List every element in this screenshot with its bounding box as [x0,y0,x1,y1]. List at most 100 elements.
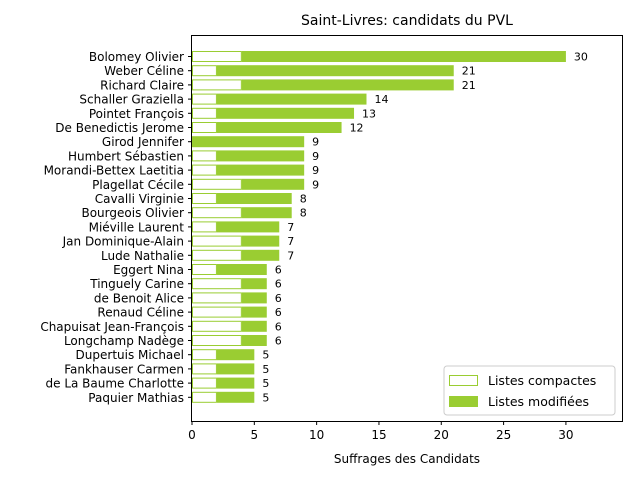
bar-compact [192,264,217,275]
y-tick-label: De Benedictis Jerome [55,121,184,135]
value-label: 7 [287,221,294,234]
x-tick-label: 0 [188,428,196,442]
value-label: 6 [275,320,282,333]
y-tick-label: Lude Nathalie [101,249,184,263]
y-tick-label: Plagellat Cécile [92,178,184,192]
bar-compact [192,391,217,403]
bar-compact [192,51,242,62]
value-label: 6 [275,306,282,319]
x-tick-label: 30 [558,428,573,442]
bar-compact [192,178,242,190]
value-label: 5 [262,377,269,390]
bar-compact [192,79,242,91]
y-tick-label: Bourgeois Olivier [81,206,184,220]
bar-modified [216,164,305,176]
x-tick-label: 5 [250,428,258,442]
y-tick-label: de La Baume Charlotte [46,377,185,391]
y-tick-label: Renaud Céline [97,306,184,320]
bar-compact [192,221,217,233]
value-label: 30 [574,51,588,64]
bar-modified [216,65,454,77]
legend-swatch-compact [449,375,478,386]
bar-modified [241,178,305,190]
bar-modified [241,235,280,247]
bar-modified [216,150,305,162]
value-label: 6 [275,335,282,348]
bar-modified [216,93,367,105]
bar-modified [216,193,292,204]
bar-compact [192,207,242,219]
value-label: 13 [362,107,376,120]
y-tick-label: Fankhauser Carmen [64,362,184,376]
value-label: 6 [275,292,282,305]
bar-compact [192,65,217,77]
bar-compact [192,164,217,176]
value-label: 7 [287,235,294,248]
bar-compact [192,363,217,375]
value-label: 5 [262,363,269,376]
legend-label-compact: Listes compactes [488,373,596,388]
bar-compact [192,193,217,204]
bar-compact [192,306,242,318]
modified-bars [192,51,566,403]
chart-title: Saint-Livres: candidats du PVL [301,13,513,29]
value-label: 21 [462,79,476,92]
bar-modified [241,306,267,318]
bar-modified [216,107,355,119]
value-label: 9 [312,136,319,149]
x-axis-label: Suffrages des Candidats [334,452,480,466]
bar-modified [241,292,267,304]
y-tick-label: Girod Jennifer [102,135,184,149]
y-tick-label: Eggert Nina [113,263,184,277]
y-tick-label: Pointet François [89,107,184,121]
bar-compact [192,335,242,346]
bar-modified [241,51,566,62]
bar-modified [241,320,267,332]
value-label: 12 [350,122,364,135]
value-label: 21 [462,65,476,78]
x-tick-label: 25 [496,428,511,442]
bar-compact [192,107,217,119]
value-label: 5 [262,349,269,362]
bar-compact [192,235,242,247]
compact-bars [192,51,242,403]
legend-frame [443,365,616,416]
y-tick-label: Schaller Graziella [79,93,184,107]
bar-compact [192,320,242,332]
y-tick-label: de Benoit Alice [94,291,184,305]
y-tick-label: Cavalli Virginie [95,192,184,206]
bar-modified [241,79,454,91]
y-tick-label: Longchamp Nadège [64,334,184,348]
x-tick-label: 15 [371,428,386,442]
bar-modified [216,221,280,233]
y-tick-label: Morandi-Bettex Laetitia [44,164,184,178]
bar-modified [216,122,342,133]
bar-modified [216,349,255,361]
bar-compact [192,249,242,261]
bar-modified [216,377,255,389]
bar-compact [192,292,242,304]
value-label: 6 [275,278,282,291]
y-tick-label: Dupertuis Michael [76,348,184,362]
bar-compact [192,349,217,361]
x-tick-label: 10 [309,428,324,442]
value-label: 9 [312,150,319,163]
y-tick-label: Jan Dominique-Alain [62,235,184,249]
bar-modified [241,207,292,219]
value-label: 5 [262,391,269,404]
value-label: 14 [374,93,388,106]
bar-modified [216,391,255,403]
bar-modified [216,363,255,375]
bar-modified [241,249,280,261]
y-tick-label: Miéville Laurent [89,220,185,234]
bar-compact [192,150,217,162]
y-tick-label: Paquier Mathias [88,391,184,405]
value-label: 6 [275,264,282,277]
plot-frame [191,35,623,422]
y-tick-label: Bolomey Olivier [89,50,184,64]
legend-label-modified: Listes modifiées [488,394,589,409]
y-tick-label: Humbert Sébastien [68,149,184,163]
value-label: 9 [312,178,319,191]
